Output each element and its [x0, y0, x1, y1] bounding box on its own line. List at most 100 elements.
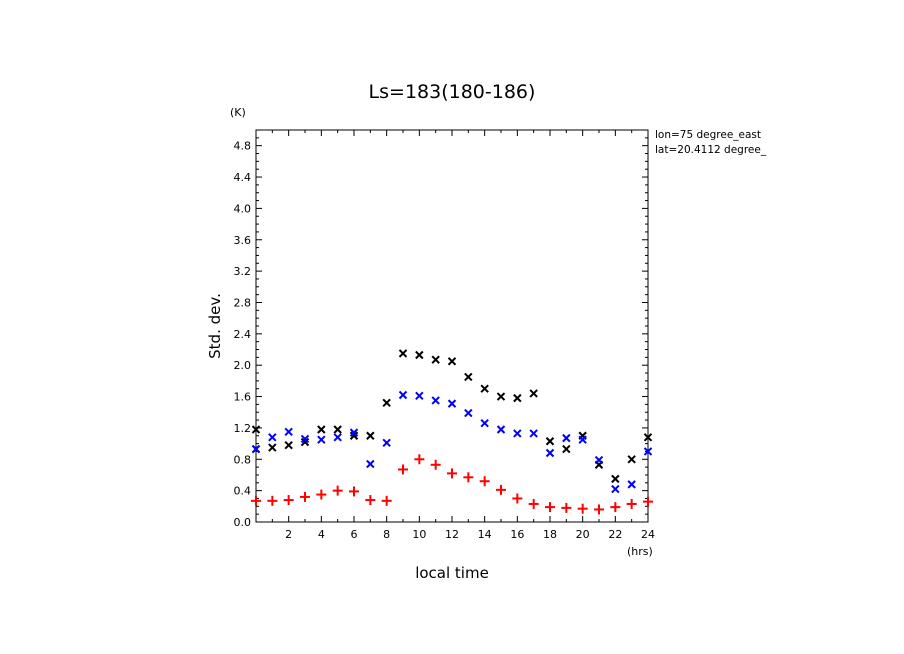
data-point — [366, 459, 375, 469]
x-tick-label-7: 16 — [510, 528, 524, 541]
marker-stroke — [611, 484, 620, 494]
data-point — [627, 455, 636, 464]
marker-stroke — [300, 434, 310, 444]
data-point — [562, 444, 571, 454]
data-point — [529, 389, 538, 398]
x-axis-label: local time — [415, 564, 489, 582]
data-point — [431, 396, 440, 405]
marker-stroke — [447, 357, 457, 366]
y-tick-label-1: 0.4 — [234, 485, 252, 498]
marker-stroke — [349, 428, 359, 437]
marker-stroke — [317, 425, 326, 434]
x-tick-label-5: 12 — [445, 528, 459, 541]
marker-stroke — [268, 433, 277, 442]
data-point — [267, 495, 278, 506]
annotation-lon: lon=75 degree_east — [655, 129, 761, 141]
data-point — [643, 496, 653, 507]
y-tick-label-11: 4.4 — [234, 171, 252, 184]
y-unit-label: (K) — [230, 106, 246, 119]
data-point — [317, 435, 326, 444]
data-point — [415, 391, 424, 400]
data-point — [545, 448, 555, 458]
data-point — [349, 486, 359, 497]
marker-stroke — [545, 437, 555, 446]
chart-title: Ls=183(180-186) — [369, 81, 536, 103]
marker-stroke — [643, 433, 653, 442]
data-point — [594, 455, 604, 465]
axis-ticks: 0.0 0.4 0.8 1.2 1.6 2.0 2.4 2.8 3.2 3.6 4.0 4.4 4.8 2… — [234, 129, 655, 541]
data-point — [414, 454, 425, 465]
data-point — [464, 408, 473, 418]
data-point — [332, 485, 343, 496]
x-tick-label-4: 10 — [412, 528, 426, 541]
data-point — [382, 398, 391, 408]
marker-stroke — [398, 390, 408, 400]
marker-stroke — [480, 384, 489, 393]
data-point — [284, 427, 293, 437]
data-point — [480, 384, 489, 393]
marker-stroke — [431, 396, 440, 405]
plot-frame — [255, 129, 649, 523]
y-tick-label-9: 3.6 — [234, 234, 252, 247]
data-point — [545, 502, 555, 513]
data-point — [480, 419, 489, 428]
data-point — [284, 440, 293, 450]
marker-stroke — [480, 419, 489, 428]
data-point — [333, 433, 342, 442]
data-point — [611, 474, 620, 484]
marker-stroke — [594, 455, 604, 465]
marker-stroke — [464, 372, 473, 382]
marker-stroke — [513, 393, 522, 403]
marker-stroke — [529, 389, 538, 398]
data-point — [382, 438, 391, 448]
data-point — [431, 355, 440, 364]
y-tick-label-4: 1.6 — [234, 391, 252, 404]
data-point — [594, 504, 604, 515]
marker-stroke — [398, 349, 408, 358]
y-tick-label-5: 2.0 — [234, 359, 252, 372]
x-tick-label-11: 24 — [641, 528, 655, 541]
marker-stroke — [349, 431, 359, 440]
annotation-lat: lat=20.4112 degree_ — [655, 144, 767, 156]
data-point — [349, 428, 359, 437]
marker-stroke — [496, 392, 506, 401]
data-point — [578, 435, 587, 444]
x-tick-label-0: 2 — [285, 528, 292, 541]
x-tick-label-3: 8 — [383, 528, 390, 541]
data-point — [349, 431, 359, 440]
marker-stroke — [366, 431, 375, 440]
x-unit-label: (hrs) — [627, 545, 653, 558]
data-point — [300, 434, 310, 444]
data-point — [626, 498, 637, 509]
y-tick-label-8: 3.2 — [234, 265, 252, 278]
y-axis-label: Std. dev. — [206, 293, 224, 359]
data-point — [496, 484, 506, 495]
x-tick-label-10: 22 — [608, 528, 622, 541]
marker-stroke — [562, 444, 571, 454]
data-point — [463, 472, 474, 483]
y-tick-label-3: 1.2 — [234, 422, 252, 435]
data-point — [611, 484, 620, 494]
data-point — [398, 390, 408, 400]
data-point — [528, 498, 539, 509]
data-point — [251, 495, 261, 506]
marker-stroke — [627, 480, 636, 489]
data-point — [479, 476, 490, 487]
data-point — [529, 429, 538, 438]
data-point — [398, 464, 408, 475]
data-point — [643, 433, 653, 442]
marker-stroke — [300, 437, 310, 447]
marker-stroke — [333, 425, 342, 434]
marker-stroke — [611, 474, 620, 484]
marker-stroke — [496, 425, 506, 434]
y-tick-label-12: 4.8 — [234, 140, 252, 153]
marker-stroke — [251, 444, 261, 454]
data-point — [464, 372, 473, 382]
data-point — [381, 495, 392, 506]
marker-stroke — [382, 438, 391, 448]
data-point — [317, 425, 326, 434]
x-tick-label-9: 20 — [576, 528, 590, 541]
data-point — [513, 393, 522, 403]
marker-stroke — [415, 350, 424, 360]
